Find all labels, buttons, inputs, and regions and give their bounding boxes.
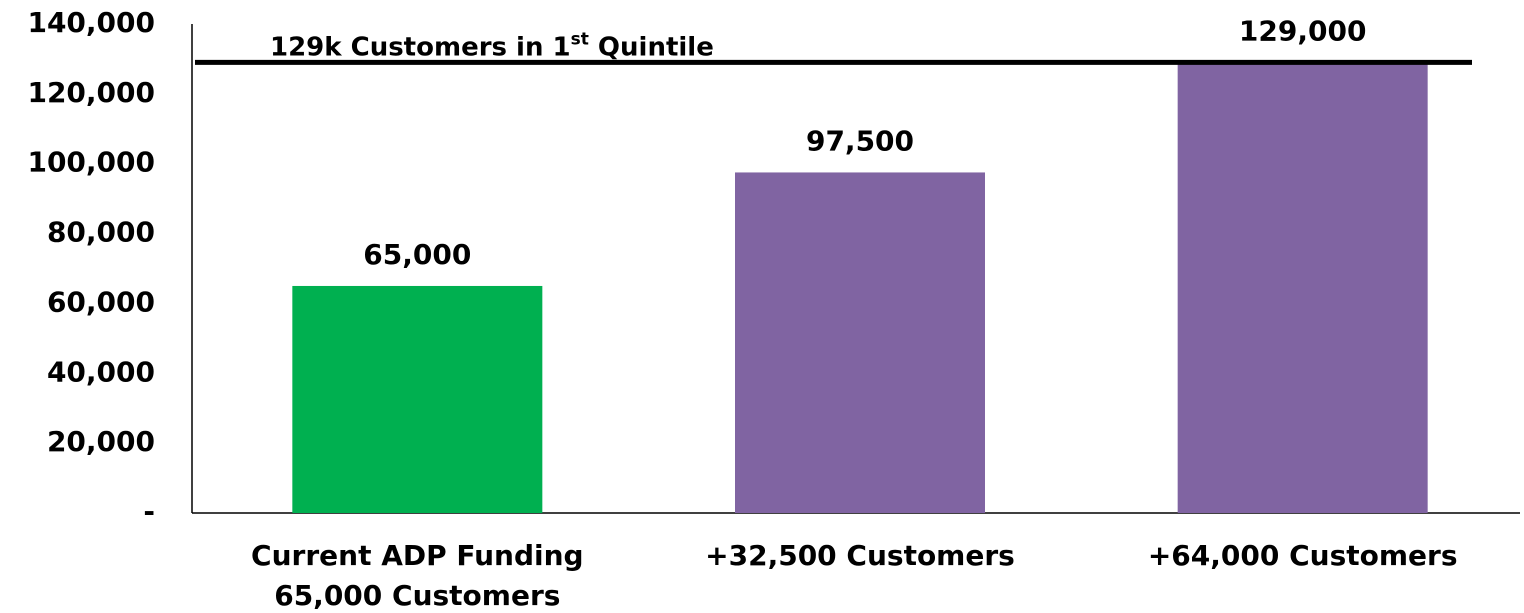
x-tick-label: 65,000 Customers bbox=[274, 579, 560, 612]
y-tick-label: 60,000 bbox=[47, 285, 155, 318]
y-tick-label: 80,000 bbox=[47, 216, 155, 249]
y-tick-label: - bbox=[143, 495, 155, 528]
y-tick-label: 40,000 bbox=[47, 355, 155, 388]
reference-label: 129k Customers in 1st Quintile bbox=[270, 29, 714, 62]
reference-text-end: Quintile bbox=[589, 32, 714, 62]
reference-superscript: st bbox=[571, 29, 589, 49]
reference-text: 129k Customers in 1 bbox=[270, 32, 571, 62]
y-tick-label: 140,000 bbox=[27, 6, 155, 39]
y-tick-label: 120,000 bbox=[27, 76, 155, 109]
y-tick-label: 20,000 bbox=[47, 425, 155, 458]
bar bbox=[735, 172, 985, 514]
bar bbox=[1177, 62, 1428, 514]
value-label: 129,000 bbox=[1239, 14, 1367, 47]
y-tick-label: 100,000 bbox=[27, 146, 155, 179]
value-label: 65,000 bbox=[363, 238, 471, 271]
x-tick-label: +32,500 Customers bbox=[705, 539, 1015, 572]
value-label: 97,500 bbox=[806, 124, 914, 157]
x-tick-label: Current ADP Funding bbox=[251, 539, 584, 572]
x-tick-label: +64,000 Customers bbox=[1148, 539, 1458, 572]
bar bbox=[292, 285, 543, 513]
